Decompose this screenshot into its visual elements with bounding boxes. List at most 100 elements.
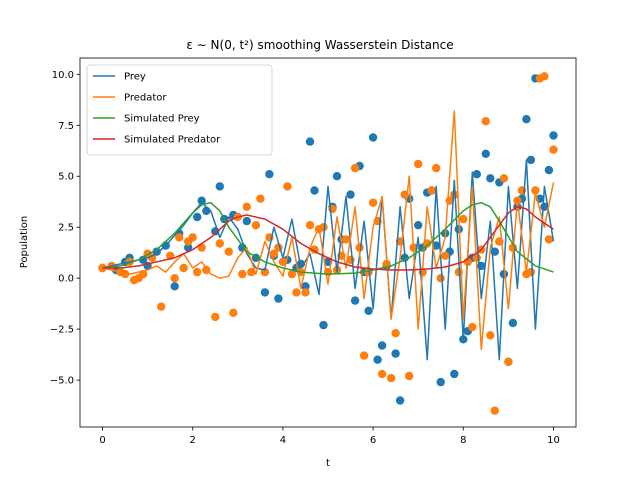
scatter-point: [436, 274, 445, 283]
y-tick-label: −5.0: [50, 376, 74, 387]
scatter-point: [175, 233, 184, 242]
scatter-point: [305, 221, 315, 230]
scatter-point: [215, 182, 224, 191]
y-tick-label: 5.0: [58, 172, 74, 183]
scatter-point: [346, 190, 355, 199]
scatter-point: [544, 235, 554, 244]
legend-label: Prey: [124, 72, 146, 83]
scatter-point: [526, 267, 536, 277]
scatter-point: [436, 377, 445, 387]
scatter-point: [405, 371, 414, 381]
scatter-point: [359, 351, 369, 360]
scatter-point: [170, 282, 179, 291]
y-axis: −5.0 −2.5 0.0 2.5 5.0 7.5 10.0: [50, 70, 80, 387]
scatter-point: [450, 369, 459, 379]
scatter-point: [368, 198, 378, 207]
scatter-point: [508, 318, 518, 328]
scatter-point: [499, 174, 509, 183]
scatter-point: [391, 329, 400, 338]
scatter-point: [238, 269, 247, 279]
x-tick-label: 8: [460, 435, 466, 446]
y-tick-label: −2.5: [50, 325, 74, 336]
scatter-point: [193, 267, 202, 277]
x-tick-label: 4: [280, 435, 286, 446]
y-axis-label: Population: [19, 216, 30, 269]
scatter-point: [211, 312, 220, 322]
x-tick-label: 0: [99, 435, 105, 446]
scatter-point: [377, 341, 387, 350]
scatter-point: [310, 186, 319, 195]
y-tick-label: 10.0: [52, 70, 74, 81]
scatter-point: [224, 247, 233, 256]
scatter-point: [481, 149, 490, 158]
y-tick-label: 2.5: [58, 223, 74, 234]
legend: Prey Predator Simulated Prey Simulated Pred…: [86, 64, 273, 156]
scatter-point: [292, 288, 301, 297]
scatter-point: [251, 221, 261, 230]
scatter-point: [260, 288, 270, 297]
scatter-point: [414, 159, 423, 169]
scatter-point: [481, 117, 490, 126]
scatter-point: [531, 186, 540, 195]
scatter-point: [522, 115, 531, 124]
scatter-point: [350, 296, 360, 305]
scatter-point: [229, 308, 238, 317]
x-axis-label: t: [326, 458, 330, 469]
scatter-point: [544, 165, 554, 175]
axes-frame: [79, 57, 577, 428]
scatter-point: [486, 331, 495, 340]
scatter-point: [197, 196, 206, 205]
scatter-point: [386, 373, 396, 383]
x-tick-label: 10: [547, 435, 560, 446]
scatter-point: [332, 172, 342, 181]
scatter-point: [179, 263, 188, 273]
series-line-prey: [102, 159, 555, 361]
scatter-point: [526, 155, 536, 165]
scatter-point: [256, 194, 265, 203]
scatter-point: [242, 202, 251, 211]
scatter-point: [549, 131, 558, 140]
scatter-point: [147, 253, 157, 262]
scatter-point: [265, 170, 274, 179]
scatter-point: [157, 302, 166, 311]
y-tick-label: 0.0: [58, 274, 74, 285]
scatter-point: [450, 190, 459, 199]
scatter-point: [472, 170, 481, 179]
scatter-point: [490, 406, 499, 415]
scatter-point: [170, 274, 179, 283]
y-tick-label: 7.5: [58, 121, 74, 132]
scatter-point: [414, 221, 423, 230]
scatter-point: [391, 349, 400, 358]
scatter-point: [373, 355, 382, 364]
scatter-point: [152, 247, 161, 256]
scatter-point: [341, 235, 351, 244]
scatter-point: [188, 233, 197, 242]
x-axis: 0 2 4 6 8 10: [99, 427, 560, 446]
scatter-point: [459, 214, 468, 224]
scatter-point: [441, 251, 450, 260]
scatter-point: [395, 396, 405, 405]
plot-area: [98, 72, 558, 415]
scatter-point: [301, 288, 310, 297]
scatter-point: [184, 243, 193, 252]
scatter-point: [368, 133, 378, 142]
scatter-point: [377, 369, 387, 379]
scatter-point: [202, 206, 211, 216]
scatter-point: [287, 269, 297, 279]
scatter-point: [215, 239, 224, 248]
series-line-predator: [102, 110, 555, 351]
legend-box: [86, 64, 273, 156]
series-line-simulated-predator: [102, 206, 554, 271]
scatter-point: [486, 174, 495, 183]
scatter-point: [549, 145, 558, 154]
scatter-point: [305, 137, 315, 146]
scatter-point: [193, 212, 202, 222]
series-line-simulated-prey: [102, 201, 554, 275]
scatter-point: [364, 306, 373, 315]
scatter-point: [350, 163, 360, 173]
scatter-point: [242, 216, 251, 226]
scatter-point: [247, 267, 256, 277]
scatter-point: [283, 182, 292, 191]
scatter-point: [427, 186, 436, 195]
scatter-point: [432, 241, 441, 250]
